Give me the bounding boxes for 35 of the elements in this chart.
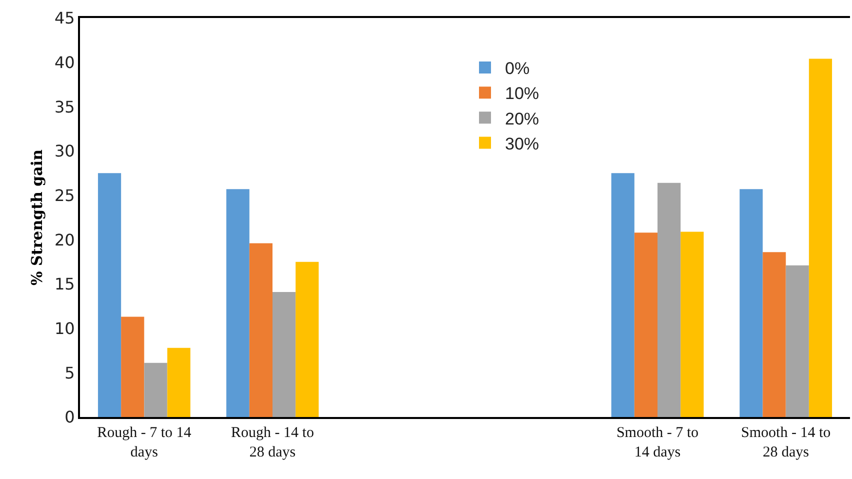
legend-label: 30% bbox=[505, 134, 540, 154]
y-tick-label: 5 bbox=[64, 363, 75, 382]
legend-label: 10% bbox=[505, 84, 540, 104]
x-tick-label: Smooth - 14 to 28 days bbox=[741, 425, 831, 460]
y-tick-label: 25 bbox=[54, 186, 75, 205]
y-tick-label: 40 bbox=[54, 52, 75, 72]
y-tick-label: 10 bbox=[54, 318, 75, 338]
bar bbox=[296, 262, 319, 417]
y-tick-label: 35 bbox=[54, 97, 75, 116]
y-axis-title: % Strength gain bbox=[28, 149, 46, 286]
bar bbox=[249, 243, 272, 417]
bar bbox=[611, 173, 634, 417]
bar bbox=[226, 189, 250, 417]
bar bbox=[808, 58, 832, 417]
x-tick-label: Rough - 14 to 28 days bbox=[231, 425, 314, 460]
bar bbox=[167, 348, 190, 417]
y-tick-label: 30 bbox=[54, 142, 75, 161]
legend-label: 0% bbox=[505, 59, 530, 78]
y-tick-label: 45 bbox=[54, 8, 75, 28]
bar bbox=[680, 232, 704, 417]
y-tick-label: 0 bbox=[64, 408, 75, 427]
bar bbox=[762, 252, 786, 417]
bar bbox=[121, 316, 144, 417]
legend-label: 20% bbox=[505, 109, 540, 128]
x-tick-label: Rough - 7 to 14 days bbox=[97, 425, 192, 460]
bar bbox=[634, 232, 658, 417]
bar bbox=[144, 362, 168, 417]
bar bbox=[658, 182, 681, 417]
bar bbox=[272, 292, 296, 417]
bar bbox=[786, 265, 809, 417]
bar bbox=[98, 173, 122, 417]
bar bbox=[740, 189, 763, 417]
y-tick-label: 20 bbox=[54, 230, 75, 250]
y-tick-label: 15 bbox=[54, 274, 75, 294]
x-tick-label: Smooth - 7 to 14 days bbox=[616, 425, 699, 460]
